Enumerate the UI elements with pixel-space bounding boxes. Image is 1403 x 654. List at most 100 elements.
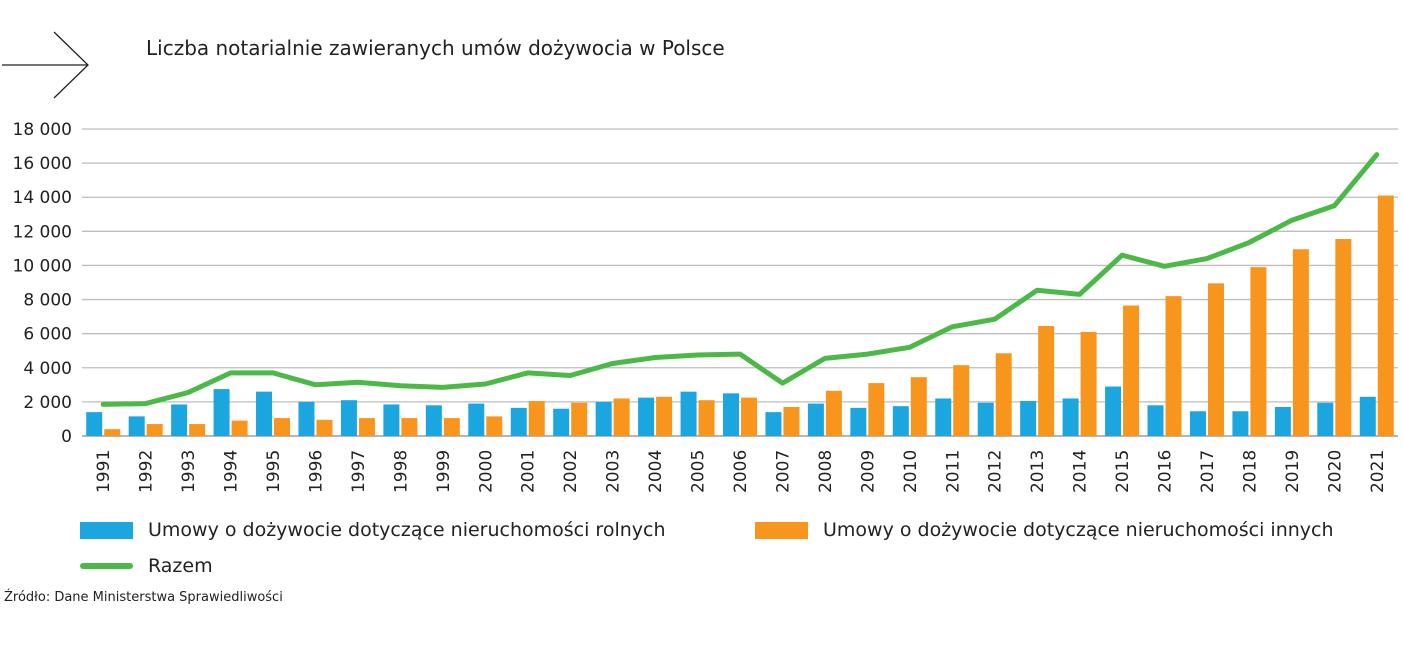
x-tick-label: 2005 — [689, 450, 709, 493]
bar-rolne — [807, 403, 824, 436]
x-tick-label: 1994 — [222, 450, 242, 493]
x-tick-label: 2021 — [1368, 450, 1388, 493]
bar-rolne — [1105, 386, 1122, 436]
x-tick-label: 2016 — [1156, 450, 1176, 493]
bar-inne — [104, 429, 121, 436]
bar-inne — [486, 416, 503, 436]
bar-rolne — [1232, 411, 1249, 436]
bar-inne — [1335, 239, 1352, 436]
bar-rolne — [1359, 396, 1376, 436]
bar-rolne — [425, 405, 442, 436]
bar-inne — [231, 420, 248, 436]
bar-rolne — [638, 397, 655, 436]
bar-rolne — [892, 406, 909, 436]
bar-rolne — [595, 401, 612, 436]
bar-inne — [1038, 325, 1055, 436]
bar-rolne — [383, 404, 400, 436]
bar-inne — [1292, 249, 1309, 436]
legend: Umowy o dożywocie dotyczące nieruchomośc… — [80, 512, 1390, 584]
bar-rolne — [171, 404, 188, 436]
chart-area: 0 2 000 4 000 6 000 8 000 10 000 12 000 14 000 1… — [13, 120, 1398, 493]
line-razem — [100, 152, 1380, 407]
bar-inne — [995, 353, 1012, 436]
x-tick-label: 2010 — [901, 450, 921, 493]
bar-inne — [783, 407, 800, 436]
bar-rolne — [1274, 407, 1291, 436]
y-tick-label: 10 000 — [13, 256, 72, 276]
x-tick-label: 2012 — [986, 450, 1006, 493]
bar-inne — [613, 398, 630, 436]
x-tick-label: 1993 — [179, 450, 199, 493]
bar-inne — [1165, 296, 1182, 436]
x-tick-label: 2015 — [1113, 450, 1133, 493]
x-tick-label: 2019 — [1283, 450, 1303, 493]
y-tick-label: 8 000 — [23, 291, 72, 311]
y-tick-label: 12 000 — [13, 222, 72, 242]
legend-item-razem: Razem — [80, 555, 213, 577]
x-tick-label: 2009 — [858, 450, 878, 493]
y-tick-label: 2 000 — [23, 393, 72, 413]
x-tick-label: 2020 — [1325, 450, 1345, 493]
bar-rolne — [298, 401, 315, 436]
bar-rolne — [977, 402, 994, 436]
y-tick-label: 0 — [61, 427, 72, 447]
legend-row-2: Razem — [80, 548, 1390, 584]
x-tick-label: 2004 — [646, 450, 666, 493]
legend-label-razem: Razem — [148, 555, 213, 577]
x-tick-label: 2001 — [519, 450, 539, 493]
bar-rolne — [340, 400, 357, 436]
bar-inne — [953, 365, 970, 436]
y-tick-label: 18 000 — [13, 120, 72, 140]
bar-inne — [910, 377, 927, 436]
bar-inne — [1250, 267, 1267, 436]
bar-inne — [401, 418, 418, 436]
legend-label-rolne: Umowy o dożywocie dotyczące nieruchomośc… — [148, 519, 666, 541]
bar-rolne — [1147, 405, 1164, 436]
bar-rolne — [1020, 401, 1037, 436]
bar-inne — [656, 396, 673, 436]
bar-inne — [698, 400, 715, 436]
bar-rolne — [553, 408, 570, 436]
y-tick-label: 14 000 — [13, 188, 72, 208]
bar-inne — [741, 397, 757, 436]
bar-inne — [316, 419, 333, 436]
bar-inne — [1080, 331, 1097, 436]
chart-title: Liczba notarialnie zawieranych umów doży… — [146, 36, 725, 60]
legend-row-1: Umowy o dożywocie dotyczące nieruchomośc… — [80, 512, 1390, 548]
source-note: Źródło: Dane Ministerstwa Sprawiedliwośc… — [4, 590, 283, 605]
y-tick-label: 4 000 — [23, 359, 72, 379]
x-tick-label: 1999 — [434, 450, 454, 493]
bar-rolne — [86, 412, 103, 436]
bar-inne — [528, 401, 545, 436]
bar-inne — [274, 418, 291, 436]
bar-inne — [825, 390, 842, 436]
bar-rolne — [765, 412, 782, 436]
bar-inne — [146, 424, 163, 436]
bar-rolne — [723, 393, 739, 436]
x-tick-label: 2017 — [1198, 450, 1218, 493]
x-tick-label: 2003 — [604, 450, 624, 493]
bar-inne — [358, 418, 375, 436]
y-tick-label: 16 000 — [13, 154, 72, 174]
x-tick-label: 1998 — [391, 450, 411, 493]
bar-inne — [571, 402, 588, 436]
x-tick-label: 2013 — [1028, 450, 1048, 493]
bar-rolne — [1062, 398, 1079, 436]
legend-item-rolne: Umowy o dożywocie dotyczące nieruchomośc… — [80, 519, 755, 541]
bar-rolne — [850, 407, 867, 436]
bar-rolne — [256, 391, 273, 436]
bar-inne — [868, 383, 885, 436]
x-tick-label: 1992 — [137, 450, 157, 493]
bar-inne — [189, 424, 206, 436]
bar-rolne — [1317, 402, 1334, 436]
bar-inne — [1207, 283, 1224, 436]
legend-swatch-razem — [80, 563, 133, 569]
bar-inne — [443, 418, 460, 436]
x-tick-label: 2006 — [731, 450, 751, 493]
x-tick-label: 2000 — [476, 450, 496, 493]
x-tick-label: 2007 — [773, 450, 793, 493]
x-tick-label: 2018 — [1240, 450, 1260, 493]
bar-rolne — [680, 391, 697, 436]
bar-inne — [1377, 195, 1394, 436]
bar-inne — [1123, 305, 1140, 436]
